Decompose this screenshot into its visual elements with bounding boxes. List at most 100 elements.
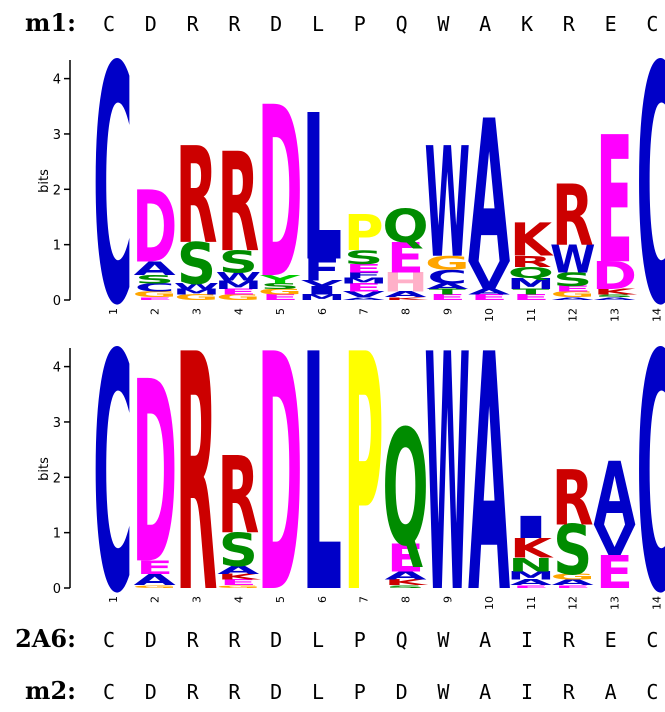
logo-letter-A: A <box>468 288 510 297</box>
logo-letter-F: F <box>303 253 340 288</box>
logo-letter-H: H <box>383 268 429 299</box>
residue-m1-8: Q <box>395 12 408 36</box>
logo-letter-I: I <box>510 510 551 545</box>
logo-letter-E: E <box>262 293 299 302</box>
logo-letter-E: E <box>512 585 549 589</box>
logo-letter-A: A <box>384 290 426 299</box>
logo-letter-G: G <box>550 573 595 582</box>
position-label: 4 <box>232 308 245 315</box>
axis-label-bits: bits <box>37 457 52 481</box>
position-label: 14 <box>650 308 663 322</box>
position-label: 7 <box>358 308 371 315</box>
logo-letter-E: E <box>220 578 257 587</box>
residue-m1-9: W <box>437 12 450 36</box>
position-label: 2 <box>149 308 162 315</box>
residue-m1-6: L <box>311 12 325 36</box>
logo-letter-S: S <box>595 294 634 298</box>
logo-letter-S: S <box>553 268 592 290</box>
y-tick-label: 2 <box>53 471 61 486</box>
logo-letter-V: V <box>593 517 636 565</box>
logo-letter-K: K <box>510 533 554 564</box>
logo-letter-A: A <box>593 445 635 546</box>
position-label: 12 <box>567 596 580 610</box>
logo-letter-D: D <box>258 338 303 618</box>
position-label: 13 <box>609 308 622 322</box>
logo-letter-C: C <box>93 50 133 330</box>
logo-letter-A: A <box>426 282 468 291</box>
residue-s2A6-6: L <box>311 628 325 652</box>
position-label: 12 <box>567 308 580 322</box>
logo-letter-W: W <box>425 338 470 618</box>
position-label: 5 <box>274 596 287 603</box>
logo-letter-P: P <box>344 206 384 263</box>
y-tick-label: 3 <box>53 128 61 143</box>
axis-label-bits: bits <box>37 169 52 193</box>
residue-s2A6-9: W <box>437 628 450 652</box>
logo-letter-S: S <box>219 245 258 280</box>
seq-row-m1: m1: C D R R D L P Q W A K R E C <box>0 4 665 44</box>
residue-m2-13: A <box>604 680 617 704</box>
y-tick-label: 2 <box>53 183 61 198</box>
logo-letter-G: G <box>216 293 261 302</box>
logo-letter-C: C <box>135 282 175 295</box>
logo-letter-A: A <box>510 578 552 587</box>
logo-letter-M: M <box>507 569 554 582</box>
logo-letter-M: M <box>215 279 262 292</box>
residue-m2-4: R <box>228 680 241 704</box>
residue-m1-5: D <box>270 12 283 36</box>
y-tick-label: 0 <box>53 582 61 597</box>
logo-letter-K: K <box>510 213 554 267</box>
residue-m2-5: D <box>270 680 283 704</box>
residue-s2A6-2: D <box>144 628 157 652</box>
logo-letter-C: C <box>93 338 133 618</box>
logo-letter-D: D <box>592 254 637 298</box>
logo-letter-S: S <box>135 273 174 286</box>
logo-letter-C: C <box>636 338 665 618</box>
residue-m1-1: C <box>102 12 116 36</box>
logo-letter-W: W <box>216 270 261 283</box>
logo-letter-K: K <box>384 578 429 587</box>
logo-letter-A: A <box>593 297 635 301</box>
logo-letter-E: E <box>512 293 549 302</box>
logo-letter-E: E <box>596 545 633 599</box>
position-label: 3 <box>191 308 204 315</box>
residue-s2A6-11: I <box>520 628 534 652</box>
logo-letter-E: E <box>220 288 257 297</box>
residue-s2A6-12: R <box>562 628 575 652</box>
logo-letter-E: E <box>136 556 173 578</box>
logo-letter-T: T <box>512 288 550 297</box>
logo-letter-A: A <box>552 578 594 587</box>
logo-letter-E: E <box>387 234 424 282</box>
logo-letter-D: D <box>132 170 177 285</box>
logo-letter-L: L <box>302 338 343 618</box>
logo-letter-D: D <box>132 338 177 618</box>
y-tick-label: 1 <box>53 527 61 542</box>
logo-letter-R: R <box>176 338 218 618</box>
seq-label-m2: m2: <box>25 676 76 705</box>
position-label: 5 <box>274 308 287 315</box>
logo-letter-R: R <box>510 253 552 270</box>
logo-letter-A: A <box>552 297 594 301</box>
logo-letter-S: S <box>553 511 592 591</box>
logo-letter-V: V <box>468 254 511 298</box>
logo-letter-Q: Q <box>382 199 428 253</box>
logo-letter-R: R <box>217 125 259 283</box>
logo-letter-C: C <box>636 50 665 330</box>
residue-s2A6-4: R <box>228 628 241 652</box>
position-label: 8 <box>400 596 413 603</box>
residue-s2A6-3: R <box>186 628 199 652</box>
position-label: 10 <box>483 596 496 610</box>
residue-m1-12: R <box>562 12 575 36</box>
logo-letter-I: I <box>301 284 342 297</box>
logo-letter-M: M <box>507 275 554 293</box>
seq-label-2A6: 2A6: <box>15 624 76 653</box>
logo-letter-F: F <box>345 271 382 280</box>
residue-m2-10: A <box>479 680 492 704</box>
residue-m1-10: A <box>479 12 492 36</box>
position-label: 7 <box>358 596 371 603</box>
logo-letter-E: E <box>136 297 173 301</box>
logo-letter-A: A <box>468 80 510 309</box>
logo-letter-A: A <box>217 564 260 577</box>
position-label: 11 <box>525 308 538 322</box>
logo-letter-C: C <box>427 266 467 288</box>
